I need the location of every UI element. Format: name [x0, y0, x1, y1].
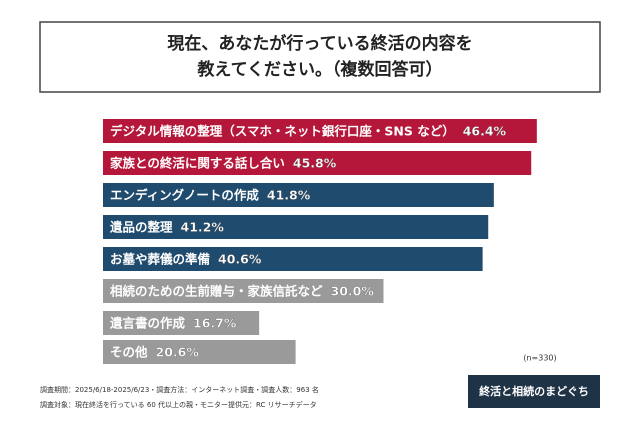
bar	[103, 215, 489, 239]
value-label: 30.0%	[331, 284, 375, 299]
value-label: 20.6%	[156, 345, 200, 360]
sample-note: (n=330)	[523, 354, 556, 363]
bar	[103, 247, 483, 271]
category-label: 遺品の整理	[109, 220, 173, 235]
bar	[103, 183, 494, 207]
category-label: その他	[110, 345, 148, 360]
footnote: 調査対象：現在終活を行っている 60 代以上の親・モニター提供元：RC リサーチ…	[40, 400, 317, 409]
category-label: 遺言書の作成	[109, 316, 186, 331]
value-label: 16.7%	[193, 316, 237, 331]
category-label: 相続のための生前贈与・家族信託など	[110, 284, 323, 299]
chart-title: 教えてください。（複数回答可）	[196, 59, 442, 80]
title-box	[39, 21, 601, 93]
bar	[103, 119, 537, 143]
bar	[103, 279, 384, 303]
value-label: 46.4%	[463, 124, 507, 139]
logo: 終活と相続のまどぐち	[479, 384, 589, 398]
bar	[103, 151, 532, 175]
value-label: 41.8%	[267, 188, 311, 203]
category-label: エンディングノートの作成	[110, 188, 259, 203]
category-label: 家族との終活に関する話し合い	[110, 156, 285, 171]
footnote: 調査期間：2025/6/18-2025/6/23・調査方法：インターネット調査・…	[40, 385, 319, 394]
bar	[103, 311, 260, 335]
value-label: 40.6%	[218, 252, 262, 267]
logo-box	[468, 375, 600, 408]
category-label: デジタル情報の整理（スマホ・ネット銀行口座・SNS など）	[110, 124, 455, 139]
category-label: お墓や葬儀の準備	[110, 252, 211, 267]
value-label: 41.2%	[181, 220, 225, 235]
chart-title: 現在、あなたが行っている終活の内容を	[167, 33, 472, 54]
bar	[103, 340, 296, 364]
value-label: 45.8%	[293, 156, 337, 171]
